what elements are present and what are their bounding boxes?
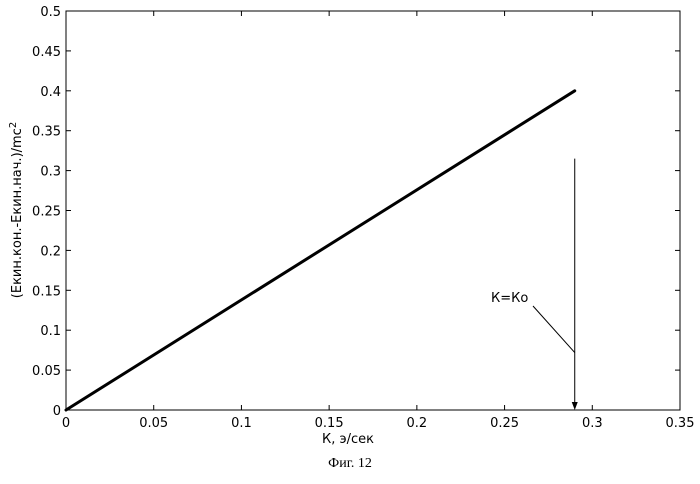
x-tick-label: 0 <box>62 416 70 431</box>
y-axis-label-main: (Екин.кон.-Екин.нач.)/mc <box>10 128 25 298</box>
y-tick-label: 0.4 <box>40 85 61 100</box>
annotation-layer: К=Ко <box>491 159 578 410</box>
y-tick-label: 0.35 <box>32 125 61 140</box>
x-tick-label: 0.05 <box>139 416 168 431</box>
y-axis-label: (Екин.кон.-Екин.нач.)/mc2 <box>8 122 25 298</box>
y-tick-label: 0.15 <box>32 284 61 299</box>
y-tick-label: 0.3 <box>40 165 61 180</box>
figure-caption: Фиг. 12 <box>0 456 700 472</box>
y-tick-label: 0.5 <box>40 5 61 20</box>
x-tick-label: 0.3 <box>582 416 603 431</box>
k-marker-arrowhead <box>572 402 578 410</box>
series-layer <box>66 91 575 410</box>
y-axis-label-superscript: 2 <box>8 122 19 128</box>
x-tick-label: 0.2 <box>407 416 428 431</box>
y-tick-label: 0.25 <box>32 205 61 220</box>
ticks-layer: 0 0.05 0.1 0.15 0.2 0.25 0.3 0.35 0 0.05 0.1 0.15 0.… <box>32 5 694 431</box>
y-tick-label: 0.45 <box>32 45 61 60</box>
x-axis-label: К, э/сек <box>322 432 374 447</box>
y-tick-label: 0.2 <box>40 244 61 259</box>
annotation-label: К=Ко <box>491 291 528 306</box>
chart: 0 0.05 0.1 0.15 0.2 0.25 0.3 0.35 0 0.05 0.1 0.15 0.… <box>0 0 700 456</box>
x-tick-label: 0.25 <box>490 416 519 431</box>
series-line <box>66 91 575 410</box>
y-tick-label: 0.05 <box>32 364 61 379</box>
x-tick-label: 0.1 <box>231 416 252 431</box>
y-tick-label: 0 <box>53 404 61 419</box>
x-tick-label: 0.35 <box>666 416 695 431</box>
plot-frame <box>66 11 680 410</box>
annotation-leader-line <box>533 306 575 353</box>
y-tick-label: 0.1 <box>40 324 61 339</box>
x-tick-label: 0.15 <box>315 416 344 431</box>
